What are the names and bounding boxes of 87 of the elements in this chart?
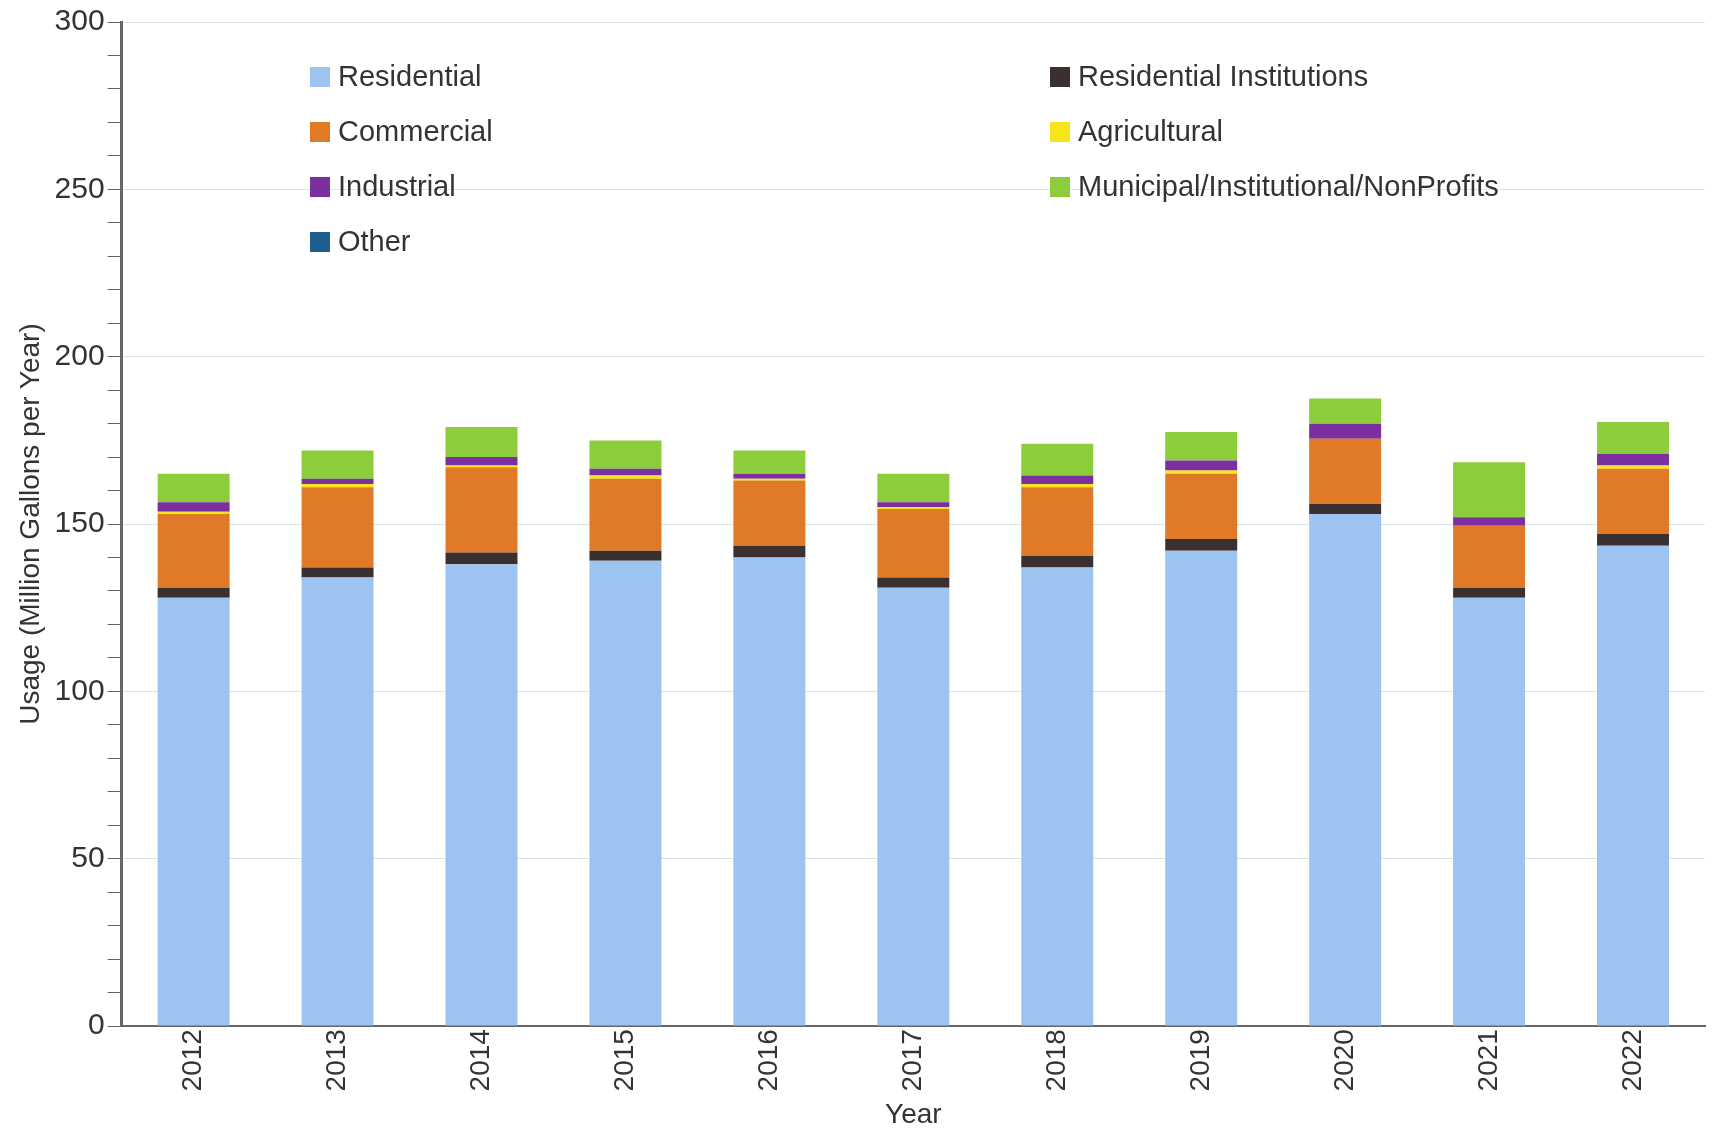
bar (157, 597, 230, 1026)
y-tick-label: 150 (54, 505, 105, 539)
bar (301, 577, 374, 1026)
y-tick-label: 50 (71, 840, 105, 874)
bar (1453, 462, 1526, 518)
bar (1309, 398, 1382, 424)
bar (1453, 587, 1526, 598)
x-axis-title: Year (885, 1097, 942, 1129)
bar (1309, 423, 1382, 439)
bar (733, 557, 806, 1026)
bar (877, 508, 950, 578)
bar (1453, 597, 1526, 1026)
x-tick-label: 2017 (896, 1029, 928, 1092)
bar (1453, 517, 1526, 526)
bar (157, 502, 230, 512)
bar (589, 550, 662, 561)
bar (301, 567, 374, 578)
bar (1021, 555, 1094, 568)
x-tick-label: 2014 (464, 1029, 496, 1092)
bar (157, 587, 230, 598)
bar (1165, 473, 1238, 540)
bar (877, 577, 950, 588)
bar (589, 475, 662, 479)
bar (1597, 465, 1670, 469)
legend-label: Other (338, 225, 411, 258)
bar (445, 457, 518, 466)
bar (1597, 534, 1670, 546)
legend-label: Residential Institutions (1078, 60, 1369, 93)
bar (157, 473, 230, 503)
bar (1021, 483, 1094, 488)
bar (1021, 567, 1094, 1026)
bar (301, 483, 374, 488)
bar (445, 426, 518, 458)
bar (877, 473, 950, 503)
bar (157, 514, 230, 588)
bar (445, 467, 518, 553)
legend-label: Industrial (338, 170, 456, 203)
bar (301, 450, 374, 479)
bar (1021, 475, 1094, 484)
bar (1309, 514, 1382, 1026)
legend-label: Residential (338, 60, 482, 93)
x-tick-label: 2013 (320, 1029, 352, 1092)
bar (445, 552, 518, 565)
bar (1165, 550, 1238, 1026)
bar (1021, 487, 1094, 556)
y-tick-label: 0 (87, 1007, 105, 1041)
bar (1597, 453, 1670, 466)
x-tick-label: 2019 (1183, 1029, 1215, 1092)
bar (1597, 545, 1670, 1026)
legend-label: Commercial (338, 115, 493, 148)
x-tick-label: 2016 (752, 1029, 784, 1092)
bar (1021, 443, 1094, 476)
bar (733, 473, 806, 479)
x-tick-label: 2012 (176, 1029, 208, 1092)
bar (1165, 460, 1238, 471)
bar (445, 564, 518, 1026)
bar (733, 545, 806, 558)
bar (733, 480, 806, 546)
bar (1597, 421, 1670, 454)
bar (589, 560, 662, 1026)
bar (877, 587, 950, 1026)
y-tick-label: 200 (54, 337, 105, 371)
x-tick-label: 2020 (1327, 1029, 1359, 1092)
bar (589, 440, 662, 469)
bar (1309, 503, 1382, 515)
bar (1309, 438, 1382, 504)
x-tick-label: 2018 (1039, 1029, 1071, 1092)
bar (733, 450, 806, 474)
bar (1453, 525, 1526, 588)
bar (1165, 470, 1238, 474)
bar (1165, 432, 1238, 461)
y-tick-label: 300 (54, 3, 105, 37)
legend-label: Agricultural (1078, 115, 1224, 148)
y-tick-label: 250 (54, 170, 105, 204)
bar (301, 478, 374, 484)
y-axis-title: Usage (Million Gallons per Year) (13, 323, 45, 725)
legend-label: Municipal/Institutional/NonProfits (1078, 170, 1499, 203)
x-tick-label: 2022 (1615, 1029, 1647, 1092)
bar (301, 487, 374, 568)
bar (589, 468, 662, 476)
bar (1597, 468, 1670, 535)
bar (1165, 539, 1238, 551)
x-tick-label: 2015 (608, 1029, 640, 1092)
x-tick-label: 2021 (1471, 1029, 1503, 1092)
y-tick-label: 100 (54, 672, 105, 706)
bar (589, 478, 662, 551)
bar (877, 502, 950, 508)
